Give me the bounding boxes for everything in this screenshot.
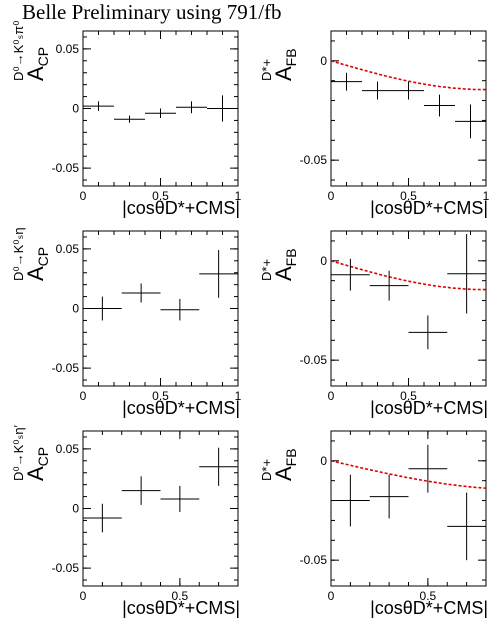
y-axis-superscript: D⁰→K⁰ₛπ⁰ <box>11 20 26 81</box>
y-tick-label: -0.05 <box>300 553 328 567</box>
data-point <box>369 474 409 519</box>
x-tick-label: 0.5 <box>152 189 169 203</box>
x-tick-label: 1 <box>483 189 490 203</box>
y-tick-label: 0 <box>320 454 327 468</box>
y-tick-label: 0 <box>72 502 79 516</box>
x-tick-label: 0.5 <box>400 189 417 203</box>
data-point <box>160 298 200 321</box>
y-tick-label: -0.05 <box>52 161 80 175</box>
data-point <box>331 72 362 91</box>
data-point <box>447 233 486 314</box>
y-axis-superscript: D*+ <box>259 259 274 281</box>
y-axis-superscript: D*+ <box>259 459 274 481</box>
y-tick-label: -0.05 <box>300 353 328 367</box>
x-axis-label: |cosθD*+CMS| <box>122 398 240 418</box>
x-tick-label: 0 <box>328 189 335 203</box>
y-axis-superscript: D⁰→K⁰ₛη′ <box>11 424 26 481</box>
data-point <box>408 444 448 493</box>
x-tick-label: 0 <box>80 189 87 203</box>
x-axis-label: |cosθD*+CMS| <box>122 598 240 618</box>
y-tick-label: -0.05 <box>300 153 328 167</box>
data-point <box>331 474 370 527</box>
plot-frame <box>82 430 239 587</box>
x-tick-label: 0.5 <box>152 389 169 403</box>
y-axis-title: ACP <box>23 47 51 81</box>
x-axis-label: |cosθD*+CMS| <box>370 198 488 218</box>
y-tick-label: 0.05 <box>56 442 80 456</box>
data-point <box>114 115 145 123</box>
x-tick-label: 0 <box>80 389 87 403</box>
data-point <box>424 94 455 117</box>
data-point <box>121 476 161 505</box>
y-axis-title: AFB <box>271 48 299 81</box>
x-tick-label: 0 <box>328 389 335 403</box>
x-axis-label: |cosθD*+CMS| <box>122 198 240 218</box>
y-tick-label: -0.05 <box>52 361 80 375</box>
data-point <box>121 283 161 303</box>
x-axis-label: |cosθD*+CMS| <box>370 598 488 618</box>
data-point <box>199 250 238 298</box>
data-point <box>393 81 424 100</box>
prediction-curve <box>330 260 486 291</box>
data-point <box>199 447 238 486</box>
x-tick-label: 0 <box>328 589 335 603</box>
data-point <box>176 101 207 114</box>
data-point <box>83 296 122 321</box>
prediction-curve <box>330 460 487 489</box>
y-axis-superscript: D⁰→K⁰ₛη <box>11 227 26 281</box>
x-tick-label: 0.5 <box>420 589 437 603</box>
data-point <box>369 270 409 301</box>
y-axis-superscript: D*+ <box>259 59 274 81</box>
figure-title: Belle Preliminary using 791/fb <box>22 0 282 24</box>
y-tick-label: -0.05 <box>52 561 80 575</box>
y-axis-title: AFB <box>271 248 299 281</box>
x-tick-label: 1 <box>235 189 242 203</box>
x-tick-label: 1 <box>235 389 242 403</box>
data-point <box>331 258 370 291</box>
data-point <box>145 108 176 119</box>
x-tick-label: 0.5 <box>400 389 417 403</box>
data-point <box>207 95 238 122</box>
y-tick-label: 0 <box>72 102 79 116</box>
data-point <box>362 81 393 100</box>
y-axis-title: ACP <box>23 447 51 481</box>
plot-frame <box>330 430 487 587</box>
x-tick-label: 0 <box>80 589 87 603</box>
data-point <box>160 485 200 513</box>
plot-frame <box>330 30 487 187</box>
y-tick-label: 0 <box>72 302 79 316</box>
plot-frame <box>330 230 487 387</box>
y-tick-label: 0 <box>320 54 327 68</box>
y-axis-title: AFB <box>271 448 299 481</box>
y-axis-title: ACP <box>23 247 51 281</box>
prediction-curve <box>330 60 486 91</box>
y-tick-label: 0 <box>320 254 327 268</box>
data-point <box>83 101 114 111</box>
data-point <box>408 315 448 350</box>
x-tick-label: 0.5 <box>172 589 189 603</box>
y-tick-label: 0.05 <box>56 242 80 256</box>
data-point <box>455 104 486 139</box>
y-tick-label: 0.05 <box>56 42 80 56</box>
data-point <box>83 503 122 533</box>
data-point <box>447 492 486 561</box>
x-axis-label: |cosθD*+CMS| <box>370 398 488 418</box>
